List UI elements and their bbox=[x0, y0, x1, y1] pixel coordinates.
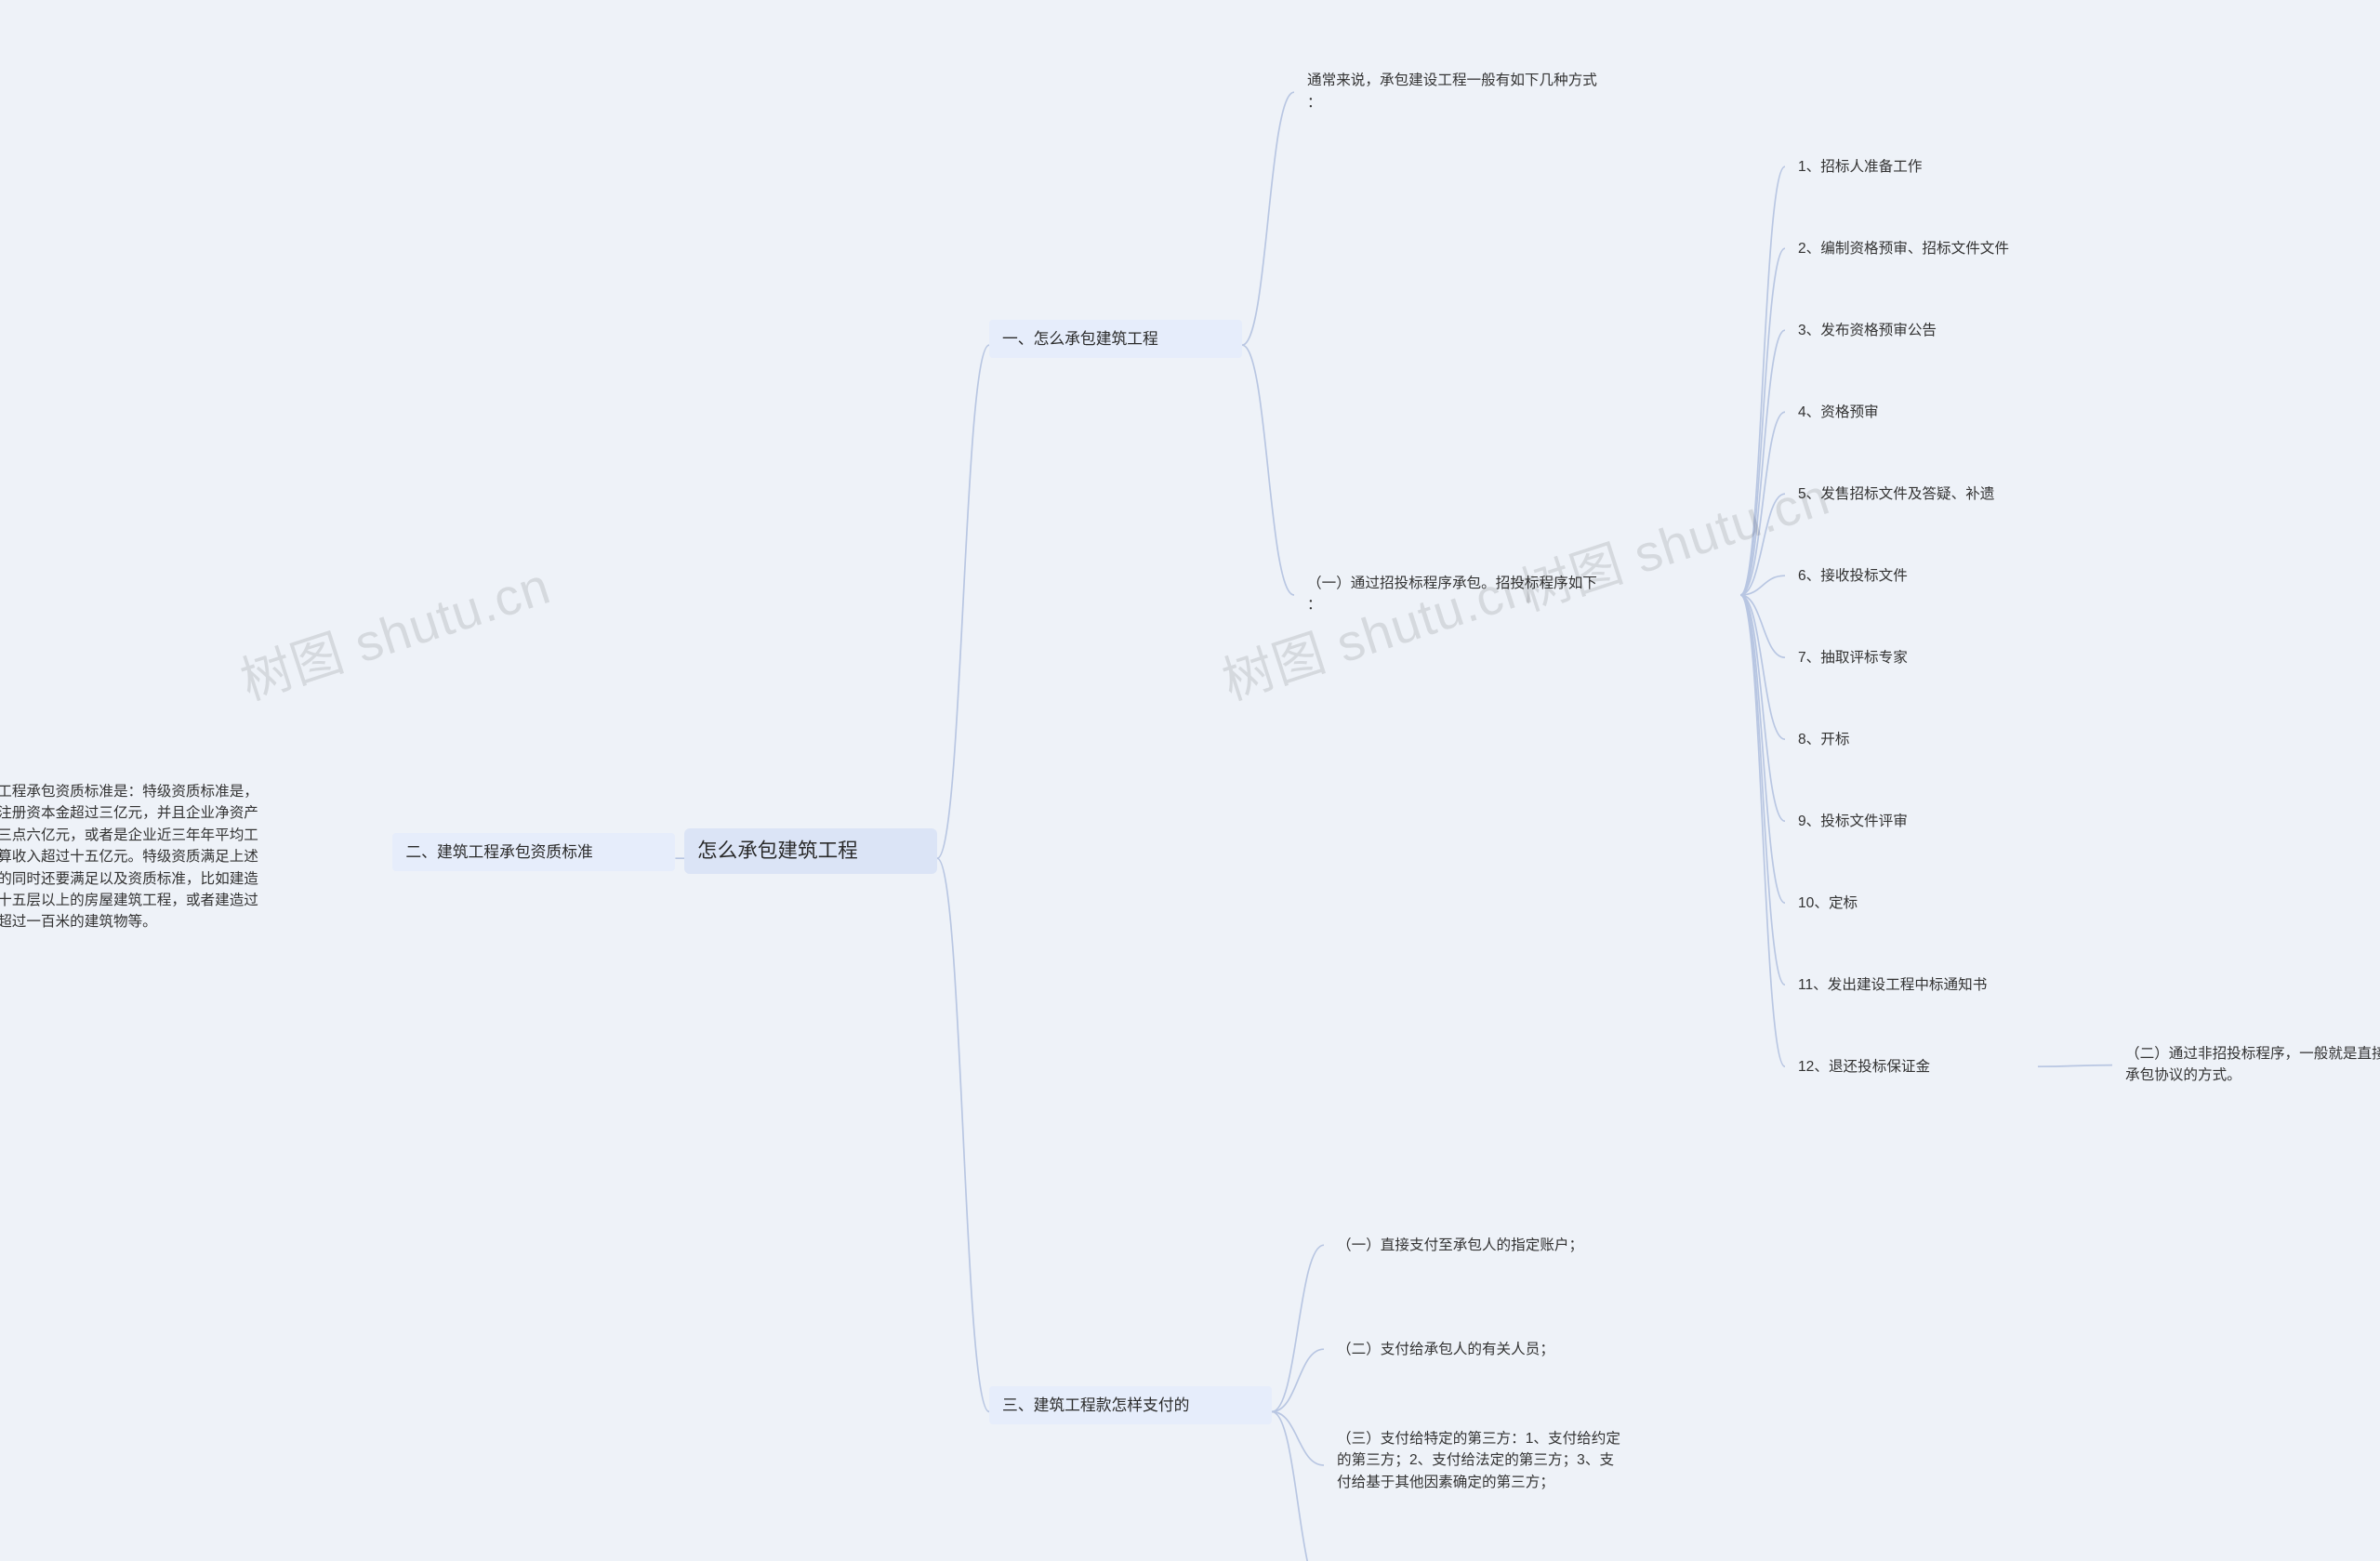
mindmap-node: 7、抽取评标专家 bbox=[1785, 640, 2023, 676]
mindmap-node: 5、发售招标文件及答疑、补遗 bbox=[1785, 476, 2142, 512]
mindmap-node: （三）支付给特定的第三方：1、支付给约定 的第三方；2、支付给法定的第三方；3、… bbox=[1324, 1421, 1770, 1501]
mindmap-node: 1、招标人准备工作 bbox=[1785, 149, 2082, 185]
mindmap-node: 11、发出建设工程中标通知书 bbox=[1785, 967, 2127, 1003]
mindmap-node: 通常来说，承包建设工程一般有如下几种方式 ： bbox=[1294, 62, 1740, 121]
mindmap-node: （一）通过招投标程序承包。招投标程序如下 ： bbox=[1294, 565, 1740, 624]
mindmap-node: 6、接收投标文件 bbox=[1785, 558, 2023, 594]
mindmap-node: 2、编制资格预审、招标文件文件 bbox=[1785, 231, 2172, 267]
mindmap-node: 3、发布资格预审公告 bbox=[1785, 312, 2082, 349]
mindmap-node: （二）支付给承包人的有关人员； bbox=[1324, 1331, 1711, 1368]
mindmap-node: 9、投标文件评审 bbox=[1785, 803, 2023, 840]
mindmap-node: 二、建筑工程承包资质标准 bbox=[392, 833, 675, 871]
mindmap-node: 建筑工程承包资质标准是：特级资质标准是， 企业注册资本金超过三亿元，并且企业净资… bbox=[0, 774, 402, 941]
mindmap-node: 一、怎么承包建筑工程 bbox=[989, 320, 1242, 358]
mindmap-node: （一）直接支付至承包人的指定账户； bbox=[1324, 1227, 1711, 1263]
mindmap-node: 三、建筑工程款怎样支付的 bbox=[989, 1386, 1272, 1424]
mindmap-node: 怎么承包建筑工程 bbox=[684, 828, 937, 873]
mindmap-node: 4、资格预审 bbox=[1785, 394, 1993, 430]
mindmap-node: 8、开标 bbox=[1785, 721, 1934, 758]
mindmap-node: （二）通过非招投标程序，一般就是直接签订 承包协议的方式。 bbox=[2112, 1036, 2380, 1094]
mindmap-node: 10、定标 bbox=[1785, 885, 1934, 921]
mindmap-node: 12、退还投标保证金 bbox=[1785, 1049, 2038, 1085]
